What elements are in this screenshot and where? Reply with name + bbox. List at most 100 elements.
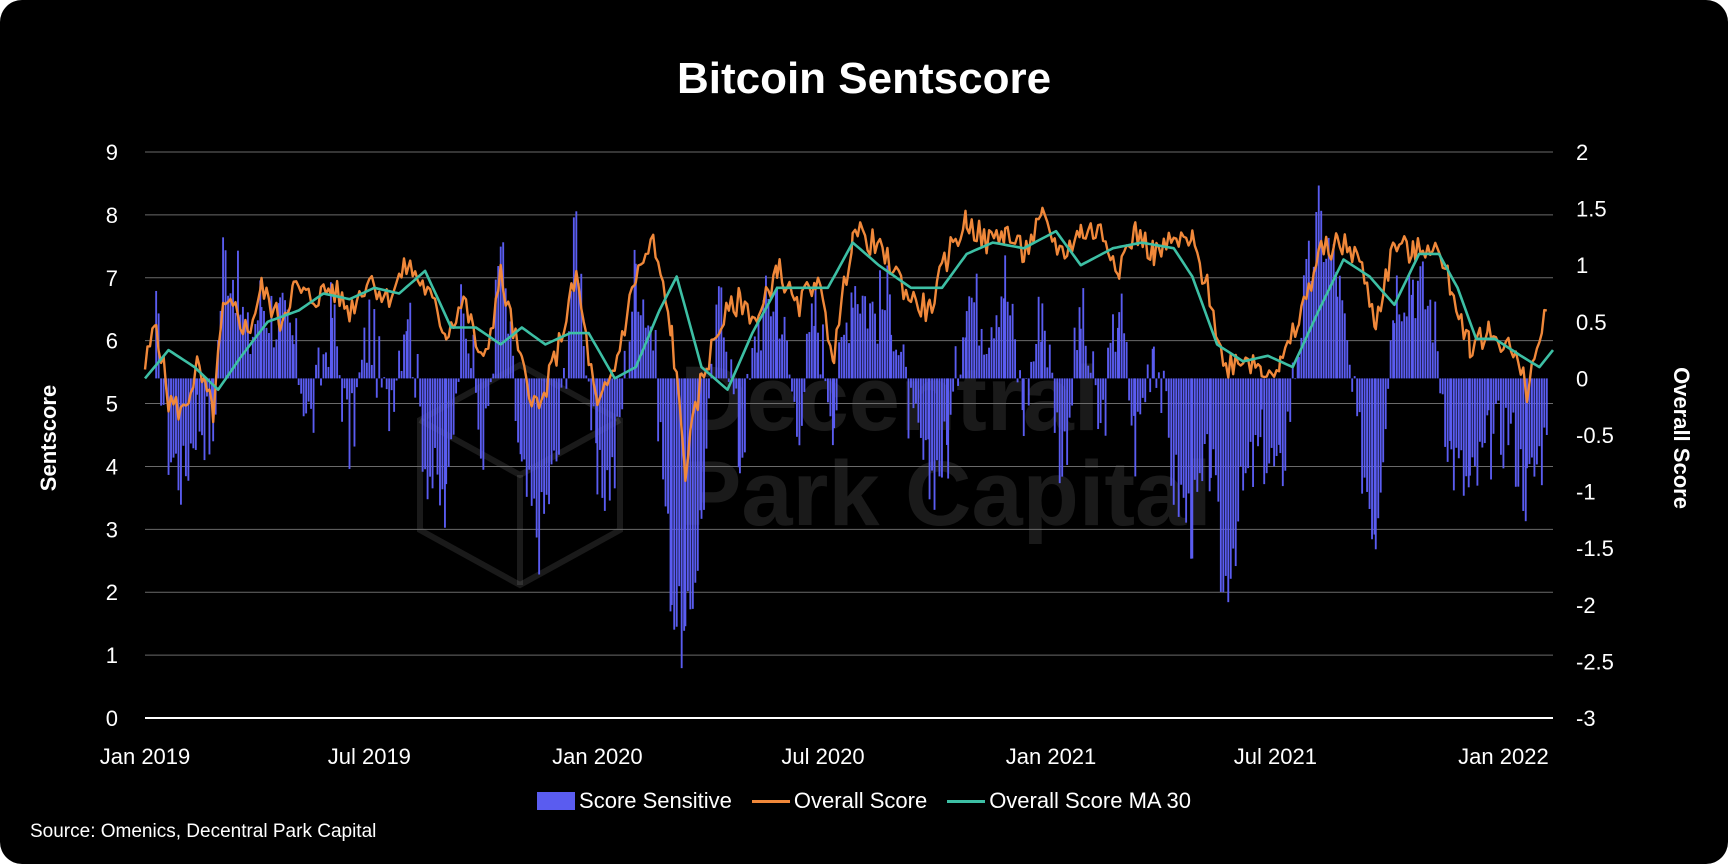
bar — [1006, 301, 1009, 379]
bar — [859, 313, 862, 379]
bar — [1416, 280, 1419, 379]
bar — [947, 378, 950, 479]
bar — [1022, 378, 1025, 437]
bar — [1405, 316, 1408, 379]
bar — [1079, 328, 1082, 379]
bar — [1410, 294, 1413, 379]
bar — [419, 378, 422, 407]
bar — [530, 378, 533, 506]
bar — [455, 378, 458, 394]
bar — [224, 250, 227, 379]
bar — [774, 289, 777, 379]
bar — [1217, 378, 1220, 502]
bar — [378, 336, 381, 379]
bar — [601, 378, 604, 498]
bar — [1257, 378, 1259, 447]
bar — [644, 327, 647, 379]
bar — [892, 351, 895, 379]
bar — [1016, 378, 1019, 383]
bar — [467, 353, 470, 379]
bar — [1162, 370, 1165, 379]
bar — [177, 378, 180, 491]
bar — [1035, 343, 1038, 379]
bar — [343, 378, 346, 389]
bar — [1483, 378, 1486, 444]
bar — [866, 328, 869, 379]
bar — [829, 378, 832, 417]
bar — [1392, 320, 1395, 379]
legend-label: Overall Score MA 30 — [989, 788, 1191, 813]
bar — [416, 353, 419, 379]
bar — [1191, 378, 1194, 559]
legend-label: Score Sensitive — [579, 788, 732, 813]
bar — [1078, 307, 1081, 379]
bar — [1175, 378, 1178, 455]
bar — [686, 378, 689, 592]
bar — [452, 378, 455, 435]
bar — [312, 378, 315, 433]
bar — [1141, 378, 1144, 398]
bar — [1382, 378, 1385, 463]
legend-swatch-bar — [537, 792, 576, 810]
bar — [475, 378, 477, 393]
bar — [765, 275, 767, 379]
bar — [1040, 341, 1043, 379]
bar — [938, 378, 941, 477]
right-tick-label: -0.5 — [1576, 423, 1614, 448]
bar — [1118, 312, 1121, 379]
bar — [694, 378, 697, 583]
bar — [983, 354, 986, 379]
bar — [881, 309, 884, 379]
bar — [1374, 378, 1377, 550]
bar — [931, 378, 933, 471]
bar — [1252, 378, 1254, 487]
bar — [1389, 340, 1392, 379]
bar — [817, 332, 819, 379]
bar — [393, 378, 396, 412]
bar — [1441, 378, 1444, 395]
bar — [421, 378, 424, 472]
bar — [800, 378, 803, 426]
bar — [1346, 340, 1349, 379]
bar — [1182, 378, 1185, 498]
bar — [462, 313, 465, 379]
bar — [348, 378, 351, 469]
bar — [737, 378, 740, 468]
bar — [1353, 376, 1356, 379]
x-tick-label: Jan 2020 — [552, 744, 643, 769]
bar — [993, 338, 995, 379]
bar — [383, 377, 386, 379]
bar — [1460, 378, 1463, 451]
bar — [1041, 303, 1044, 379]
bar — [1107, 347, 1109, 379]
bar — [850, 292, 853, 379]
bar — [1439, 378, 1442, 394]
bar — [810, 303, 813, 379]
bar — [567, 331, 570, 379]
left-tick-label: 8 — [106, 203, 118, 228]
bar — [1109, 342, 1112, 379]
bar — [411, 377, 414, 379]
bar — [1068, 378, 1071, 418]
bar — [353, 378, 356, 447]
bar — [1063, 378, 1066, 432]
bar — [327, 366, 330, 379]
bar — [1363, 378, 1366, 478]
bar — [434, 378, 436, 448]
bar — [924, 378, 927, 441]
bar — [1224, 378, 1227, 576]
bar — [803, 378, 806, 393]
bar — [189, 378, 192, 444]
bar — [689, 378, 692, 610]
bar — [356, 378, 358, 388]
bar — [871, 301, 874, 379]
bar — [489, 378, 492, 383]
bar — [623, 350, 626, 379]
bar — [592, 378, 595, 407]
bar — [203, 378, 206, 461]
bar — [772, 311, 775, 379]
left-tick-label: 7 — [106, 266, 118, 291]
bar — [1130, 378, 1133, 426]
watermark-line-2: Park Capital — [680, 443, 1212, 545]
